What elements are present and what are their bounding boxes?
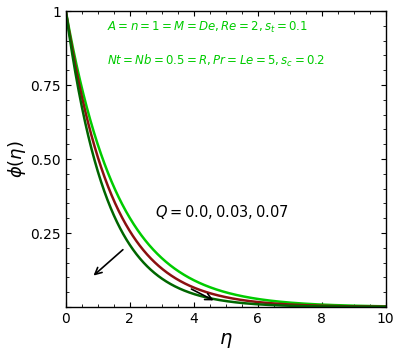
Text: $Nt = Nb = 0.5 = R, Pr = Le = 5, s_c = 0.2$: $Nt = Nb = 0.5 = R, Pr = Le = 5, s_c = 0… — [107, 52, 326, 69]
X-axis label: $\eta$: $\eta$ — [219, 331, 232, 350]
Text: $Q = 0.0, 0.03, 0.07$: $Q = 0.0, 0.03, 0.07$ — [155, 203, 289, 221]
Y-axis label: $\phi(\eta)$: $\phi(\eta)$ — [6, 140, 28, 178]
Text: $A = n = 1 = M = De, Re = 2, s_t = 0.1$: $A = n = 1 = M = De, Re = 2, s_t = 0.1$ — [107, 20, 308, 35]
